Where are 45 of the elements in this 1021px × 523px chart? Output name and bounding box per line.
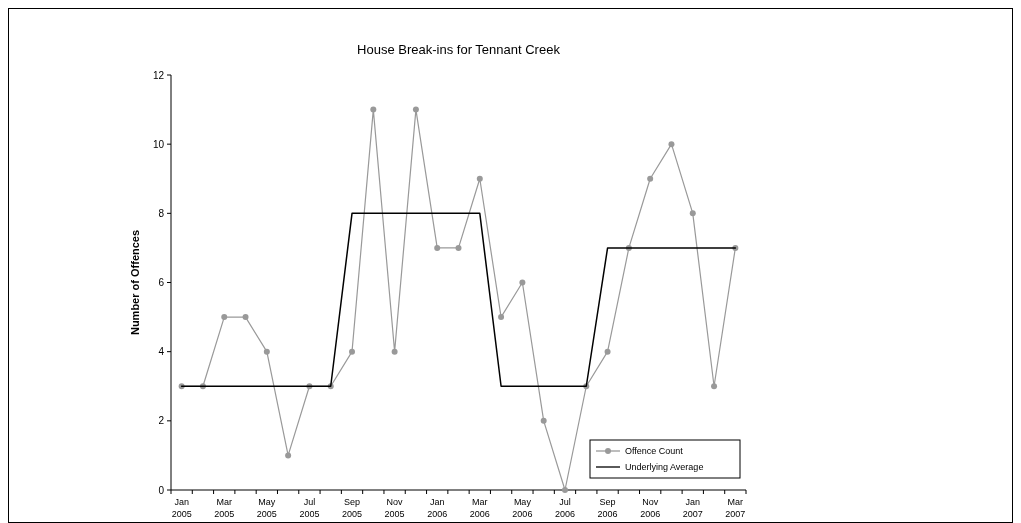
x-tick-label: Jan 2007 (682, 497, 703, 519)
legend-label: Offence Count (625, 446, 684, 457)
y-tick-label: 6 (158, 277, 165, 288)
point (349, 348, 356, 355)
point (455, 244, 462, 251)
point (647, 175, 654, 182)
point (561, 487, 568, 493)
y-tick-label: 10 (152, 138, 165, 150)
point (434, 244, 441, 251)
point (711, 383, 718, 390)
point (391, 348, 398, 355)
point (412, 106, 419, 113)
y-tick-label: 0 (158, 484, 165, 496)
x-tick-label: Sep 2006 (597, 497, 618, 519)
x-tick-label: Sep 2005 (342, 497, 363, 519)
point (263, 348, 270, 355)
point (370, 106, 377, 113)
y-tick-label: 4 (158, 346, 165, 358)
x-tick-label: Nov 2005 (384, 497, 405, 519)
x-tick-label: Jan 2006 (427, 497, 448, 519)
y-tick-label: 8 (158, 207, 165, 219)
x-tick-label: May 2006 (512, 497, 533, 519)
point (476, 175, 483, 182)
point (242, 314, 249, 321)
legend-label: Underlying Average (625, 462, 704, 473)
point (604, 348, 611, 355)
x-tick-label: May 2005 (256, 497, 277, 519)
x-tick-label: Nov 2006 (640, 497, 661, 519)
point (689, 210, 696, 217)
x-tick-label: Mar 2005 (214, 497, 235, 519)
x-tick-label: Jul 2006 (554, 497, 575, 519)
y-tick-label: 12 (152, 69, 165, 81)
x-tick-label: Mar 2007 (725, 497, 746, 519)
chart-title: House Break-ins for Tennant Creek (357, 42, 561, 57)
point (668, 141, 675, 148)
point (498, 314, 505, 321)
point (221, 314, 228, 321)
x-tick-label: Jan 2005 (171, 497, 192, 519)
x-tick-label: Mar 2006 (469, 497, 490, 519)
x-tick-label: Jul 2005 (299, 497, 320, 519)
point (285, 452, 292, 459)
point (540, 417, 547, 424)
point (519, 279, 526, 286)
y-tick-label: 2 (158, 415, 165, 427)
y-axis-title: Number of Offences (129, 229, 141, 336)
